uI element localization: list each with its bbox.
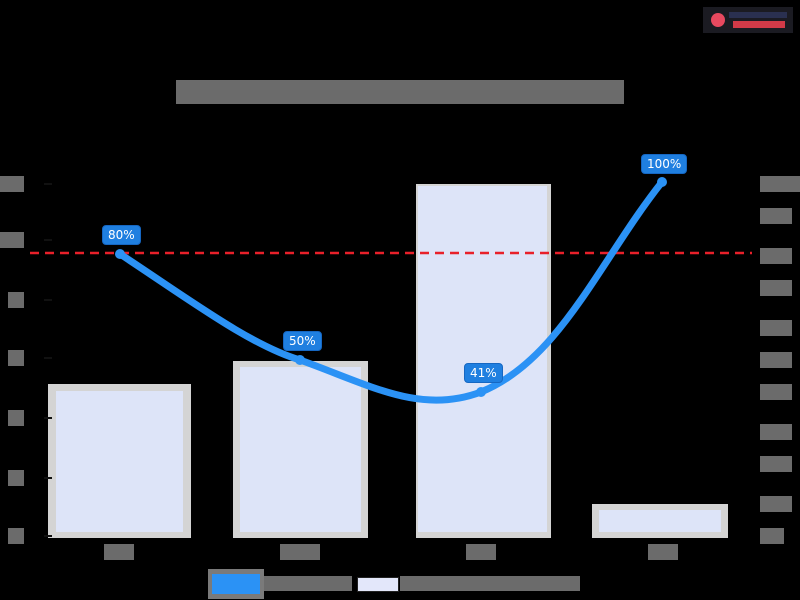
right-axis-label: 40% — [760, 384, 792, 400]
x-axis-label: [cat 3] — [466, 544, 496, 560]
line-points — [115, 177, 667, 397]
right-axis-label: 90% — [760, 208, 792, 224]
x-axis-label: [cat 2] — [280, 544, 320, 560]
legend-swatch-line[interactable] — [208, 569, 264, 599]
data-label-1: 80% — [102, 225, 141, 245]
logo-text-line-1 — [729, 12, 787, 18]
right-axis-label: 0% — [760, 528, 784, 544]
line-series — [116, 178, 666, 404]
data-label-4: 100% — [641, 154, 688, 174]
left-axis-label: 12 — [0, 176, 24, 192]
left-axis-ticks — [44, 183, 52, 537]
data-label-3: 41% — [464, 363, 503, 383]
right-axis-label: 60% — [760, 320, 792, 336]
left-axis-label: 10 — [0, 232, 24, 248]
chart-title: [redacted chart title] — [176, 80, 624, 104]
right-axis-label: 100% — [760, 176, 800, 192]
data-label-2: 50% — [283, 331, 322, 351]
legend-label-line[interactable]: [redacted series label] — [264, 576, 352, 591]
left-axis-label: 4 — [8, 410, 24, 426]
right-axis-label: 80% — [760, 248, 792, 264]
right-axis-label: 50% — [760, 352, 792, 368]
logo-mark-icon — [711, 13, 725, 27]
x-axis-label: [cat 1] — [104, 544, 134, 560]
right-axis-label: 10% — [760, 496, 792, 512]
brand-logo — [703, 7, 793, 33]
left-axis-label: 0 — [8, 528, 24, 544]
left-axis-label: 6 — [8, 350, 24, 366]
right-axis-label: 70% — [760, 280, 792, 296]
left-axis-label: 2 — [8, 470, 24, 486]
x-axis-label: [cat 4] — [648, 544, 678, 560]
right-axis-label: 20% — [760, 456, 792, 472]
logo-text-line-2 — [733, 21, 785, 28]
left-axis-label: 8 — [8, 292, 24, 308]
legend-swatch-bar[interactable] — [357, 577, 399, 592]
right-axis-label: 30% — [760, 424, 792, 440]
legend-label-bar[interactable]: [redacted series label] — [400, 576, 580, 591]
